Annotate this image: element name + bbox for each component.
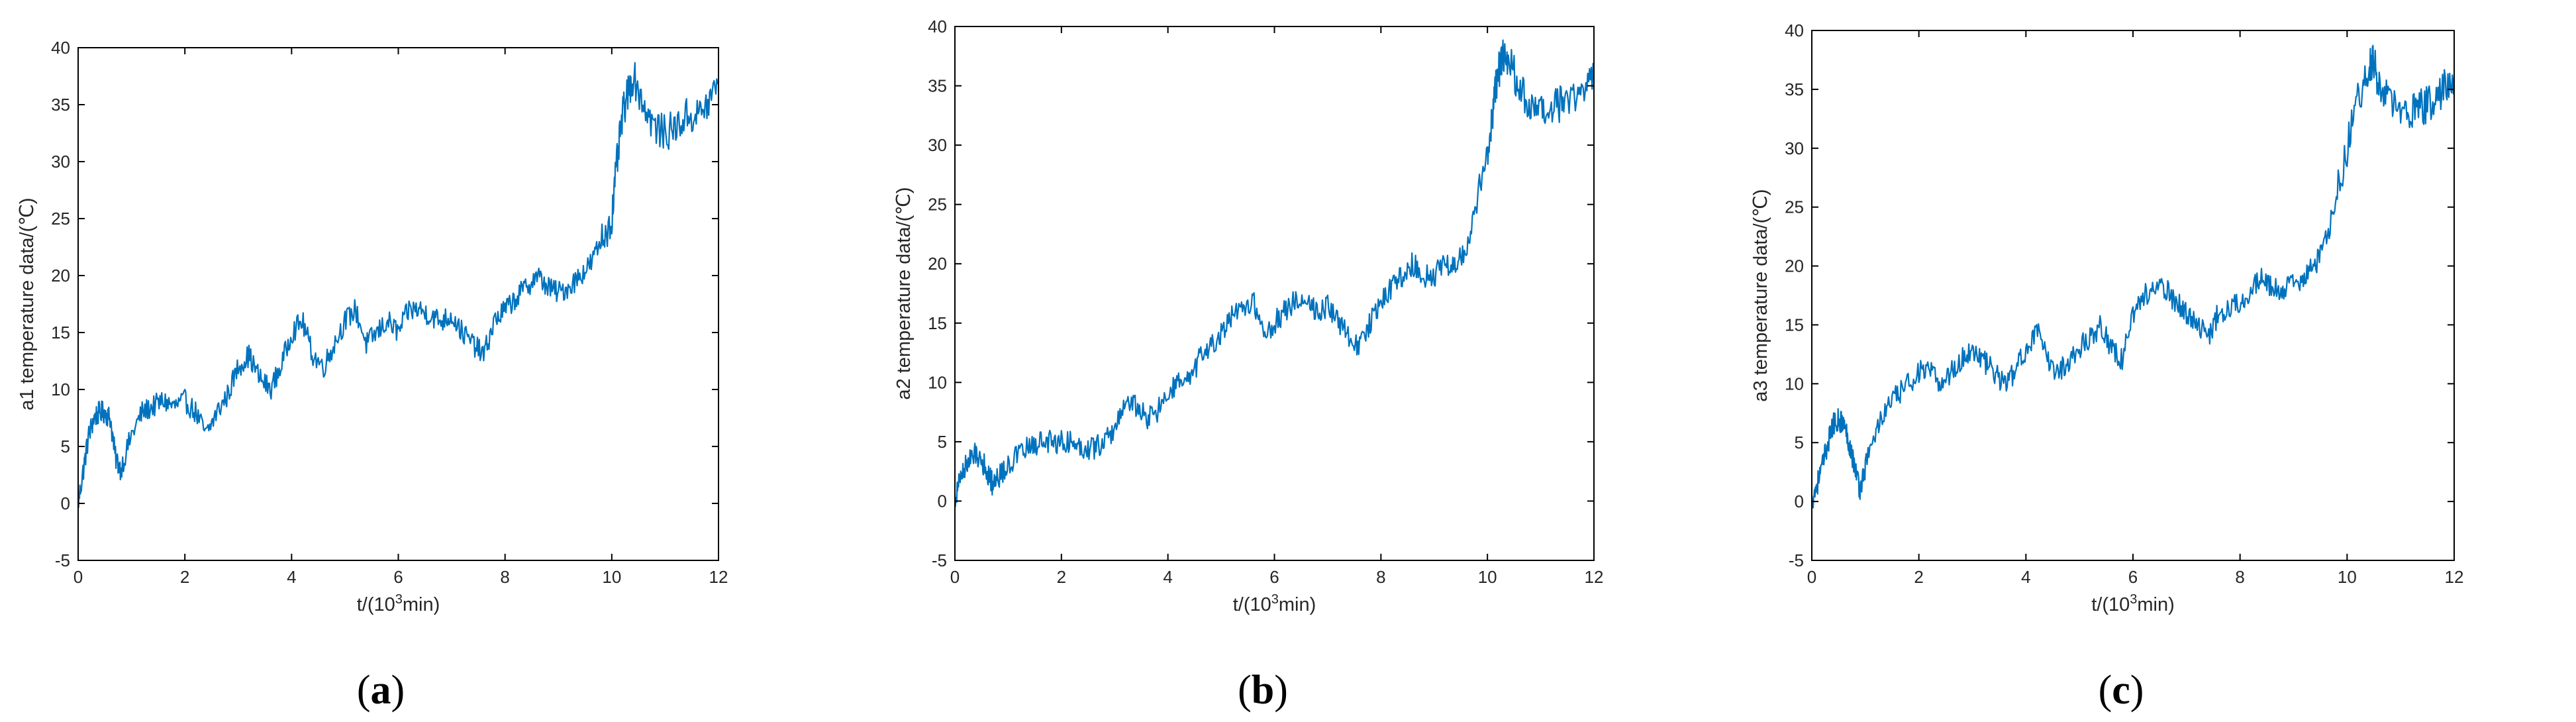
x-tick-label: 6 bbox=[2128, 567, 2138, 587]
panel-caption-b: (b) bbox=[1238, 668, 1288, 713]
x-tick-label: 0 bbox=[1807, 567, 1816, 587]
x-axis-title: t/(103min) bbox=[2091, 592, 2175, 615]
y-tick-label: 15 bbox=[51, 323, 70, 342]
x-tick-label: 10 bbox=[2338, 567, 2357, 587]
x-tick-label: 4 bbox=[2021, 567, 2030, 587]
series-line-a bbox=[77, 62, 719, 508]
y-axis-title: a1 temperature data/(℃) bbox=[17, 197, 38, 410]
y-tick-label: 20 bbox=[928, 254, 947, 274]
panel-caption-a: (a) bbox=[357, 668, 405, 713]
y-tick-label: 30 bbox=[51, 152, 70, 172]
y-tick-label: 20 bbox=[51, 266, 70, 285]
x-tick-label: 4 bbox=[1163, 567, 1172, 587]
y-tick-label: -5 bbox=[932, 550, 947, 570]
x-tick-label: 0 bbox=[950, 567, 960, 587]
y-tick-label: 5 bbox=[1795, 433, 1804, 452]
y-tick-label: 30 bbox=[928, 135, 947, 155]
y-tick-label: 5 bbox=[938, 432, 947, 452]
x-tick-label: 4 bbox=[287, 567, 296, 587]
y-tick-label: 40 bbox=[1785, 21, 1804, 40]
y-tick-label: 0 bbox=[1795, 491, 1804, 511]
y-axis-title: a3 temperature data/(℃) bbox=[1750, 189, 1771, 401]
y-tick-label: -5 bbox=[55, 550, 70, 570]
x-tick-label: 8 bbox=[500, 567, 509, 587]
x-tick-label: 10 bbox=[1478, 567, 1497, 587]
x-tick-label: 8 bbox=[1376, 567, 1385, 587]
y-tick-label: 35 bbox=[1785, 79, 1804, 99]
y-axis-title: a2 temperature data/(℃) bbox=[893, 187, 915, 399]
panel-caption-c: (c) bbox=[2099, 668, 2144, 713]
y-tick-label: 15 bbox=[1785, 315, 1804, 335]
x-axis-title: t/(103min) bbox=[357, 592, 440, 615]
series-line-c bbox=[1810, 44, 2455, 509]
chart-panel-a: 0 2 4 6 8 10 12 -5 0 5 10 15 20 25 30 35 40 t/(103min) a1 … bbox=[0, 0, 859, 722]
y-tick-label: 0 bbox=[938, 491, 947, 511]
chart-panel-b: 0 2 4 6 8 10 12 -5 0 5 10 15 20 25 30 35 40 t/(103min) a2 … bbox=[859, 0, 1717, 722]
y-tick-label: -5 bbox=[1789, 550, 1804, 570]
x-tick-label: 0 bbox=[74, 567, 83, 587]
x-tick-label: 2 bbox=[180, 567, 189, 587]
plot-frame-b bbox=[954, 26, 1595, 561]
plot-frame-c bbox=[1811, 30, 2455, 561]
y-tick-label: 15 bbox=[928, 313, 947, 333]
x-tick-label: 2 bbox=[1914, 567, 1923, 587]
x-axis-title: t/(103min) bbox=[1233, 592, 1316, 615]
chart-c-svg: 0 2 4 6 8 10 12-50510152025303540t/(103min)a3 … bbox=[1750, 21, 2464, 713]
y-tick-label: 5 bbox=[61, 437, 70, 456]
y-tick-label: 10 bbox=[1785, 374, 1804, 393]
x-tick-label: 6 bbox=[1269, 567, 1279, 587]
y-tick-label: 10 bbox=[51, 380, 70, 399]
y-tick-label: 40 bbox=[928, 17, 947, 36]
y-tick-label: 10 bbox=[928, 372, 947, 392]
chart-panel-c: 0 2 4 6 8 10 12 -5 0 5 10 15 20 25 30 35 40 t/(103min) a3 … bbox=[1717, 0, 2576, 722]
x-tick-label: 6 bbox=[393, 567, 403, 587]
y-tick-label: 25 bbox=[928, 195, 947, 215]
y-tick-label: 20 bbox=[1785, 256, 1804, 276]
x-tick-label: 12 bbox=[709, 567, 728, 587]
x-tick-label: 12 bbox=[1585, 567, 1604, 587]
chart-b-svg: 0 2 4 6 8 10 12-50510152025303540t/(103min)a2 … bbox=[893, 17, 1604, 713]
y-tick-label: 30 bbox=[1785, 138, 1804, 158]
y-tick-label: 40 bbox=[51, 38, 70, 58]
y-tick-label: 25 bbox=[51, 209, 70, 229]
y-tick-label: 35 bbox=[928, 76, 947, 96]
x-tick-label: 8 bbox=[2235, 567, 2244, 587]
y-tick-label: 35 bbox=[51, 95, 70, 115]
series-line-b bbox=[954, 39, 1595, 507]
x-tick-label: 12 bbox=[2445, 567, 2464, 587]
x-tick-label: 2 bbox=[1057, 567, 1066, 587]
y-tick-label: 25 bbox=[1785, 197, 1804, 217]
x-tick-label: 10 bbox=[602, 567, 621, 587]
y-tick-label: 0 bbox=[61, 493, 70, 513]
chart-a-svg: 0 2 4 6 8 10 12-50510152025303540t/(103min)a1 … bbox=[17, 38, 728, 713]
